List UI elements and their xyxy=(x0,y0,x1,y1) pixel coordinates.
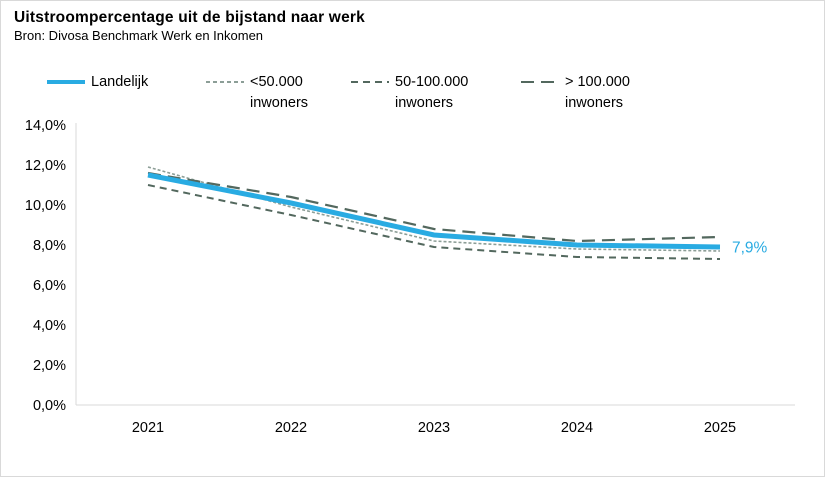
y-axis-tick-label: 8,0% xyxy=(33,238,66,254)
x-axis-tick-label: 2025 xyxy=(704,420,736,436)
legend-line-swatch-solid xyxy=(47,80,85,84)
legend-line-swatch-dashed xyxy=(351,81,389,83)
y-axis-tick-label: 0,0% xyxy=(33,398,66,414)
y-axis-tick-label: 4,0% xyxy=(33,318,66,334)
chart-title: Uitstroompercentage uit de bijstand naar… xyxy=(14,9,365,26)
y-axis-tick-label: 14,0% xyxy=(25,118,66,134)
legend-line-swatch-longdash xyxy=(521,81,559,83)
legend-label-line2: inwoners xyxy=(395,95,454,111)
x-axis-tick-label: 2021 xyxy=(132,420,164,436)
y-axis-tick-label: 2,0% xyxy=(33,358,66,374)
legend-label-line2: inwoners xyxy=(565,95,624,111)
y-axis-tick-label: 10,0% xyxy=(25,198,66,214)
x-axis-tick-label: 2024 xyxy=(561,420,593,436)
y-axis-tick-label: 6,0% xyxy=(33,278,66,294)
legend-label: > 100.000 xyxy=(565,74,630,90)
y-axis-tick-label: 12,0% xyxy=(25,158,66,174)
series-end-value-label: 7,9% xyxy=(732,240,768,257)
legend-label: 50-100.000 xyxy=(395,74,469,90)
legend-item-kleiner-50000: <50.000 inwoners xyxy=(205,72,308,114)
series-line--100-000-inwoners xyxy=(147,171,721,243)
legend-line-swatch-dotted xyxy=(206,81,244,83)
series-line--50-000-inwoners xyxy=(147,166,721,252)
legend-item-landelijk: Landelijk xyxy=(46,72,148,93)
legend-label: Landelijk xyxy=(91,74,149,90)
legend-label-line2: inwoners xyxy=(250,95,309,111)
chart-legend: Landelijk <50.000 inwoners 50-100.000 in… xyxy=(0,72,825,116)
legend-label: <50.000 xyxy=(250,74,303,90)
legend-item-50-100000: 50-100.000 inwoners xyxy=(350,72,468,114)
legend-item-groter-100000: > 100.000 inwoners xyxy=(520,72,630,114)
x-axis-tick-label: 2023 xyxy=(418,420,450,436)
series-line-landelijk xyxy=(147,172,721,250)
series-line-50-100-000-inwoners xyxy=(147,184,721,260)
chart-source-subtitle: Bron: Divosa Benchmark Werk en Inkomen xyxy=(14,28,264,43)
x-axis-tick-label: 2022 xyxy=(275,420,307,436)
